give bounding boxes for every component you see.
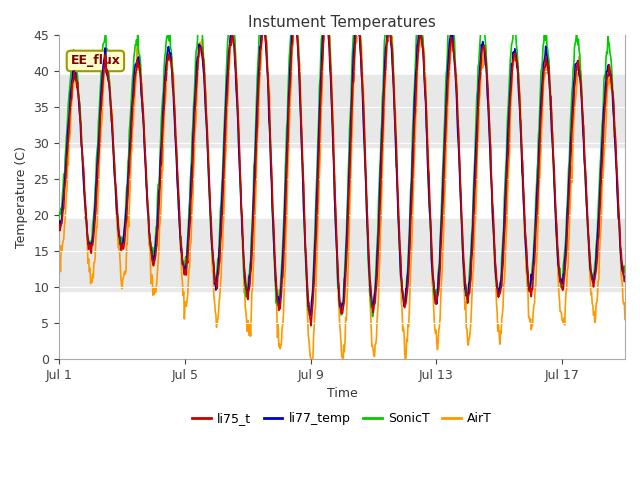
Line: AirT: AirT xyxy=(59,0,625,368)
li75_t xyxy=(307,323,315,329)
li77_temp xyxy=(188,160,196,166)
AirT xyxy=(323,0,330,1)
SonicT xyxy=(188,131,196,137)
li75_t xyxy=(261,34,269,39)
AirT xyxy=(377,217,385,223)
Y-axis label: Temperature (C): Temperature (C) xyxy=(15,146,28,248)
Text: EE_flux: EE_flux xyxy=(70,54,120,68)
li77_temp xyxy=(76,110,83,116)
AirT xyxy=(308,365,316,371)
li77_temp xyxy=(261,28,269,34)
SonicT xyxy=(621,269,629,275)
li75_t xyxy=(76,100,83,106)
SonicT xyxy=(76,98,83,104)
SonicT xyxy=(55,217,63,223)
SonicT xyxy=(261,21,269,26)
AirT xyxy=(188,202,196,208)
li77_temp xyxy=(377,150,385,156)
li75_t xyxy=(323,13,330,19)
AirT xyxy=(514,60,522,66)
AirT xyxy=(55,260,63,266)
li75_t xyxy=(377,171,385,177)
li77_temp xyxy=(55,222,63,228)
AirT xyxy=(76,108,83,113)
li75_t xyxy=(55,222,63,228)
li75_t xyxy=(621,277,629,283)
X-axis label: Time: Time xyxy=(326,387,358,400)
Legend: li75_t, li77_temp, SonicT, AirT: li75_t, li77_temp, SonicT, AirT xyxy=(187,407,497,430)
AirT xyxy=(621,316,629,322)
SonicT xyxy=(369,313,376,319)
AirT xyxy=(291,9,299,14)
li75_t xyxy=(291,14,299,20)
li75_t xyxy=(188,175,196,180)
Line: SonicT: SonicT xyxy=(59,0,625,316)
li77_temp xyxy=(291,13,299,19)
AirT xyxy=(261,21,269,27)
li75_t xyxy=(514,66,522,72)
SonicT xyxy=(292,0,300,6)
li77_temp xyxy=(621,276,629,281)
Line: li77_temp: li77_temp xyxy=(59,15,625,315)
li77_temp xyxy=(321,12,328,18)
Bar xyxy=(59,219,625,290)
SonicT xyxy=(377,130,385,135)
li77_temp xyxy=(307,312,314,318)
li77_temp xyxy=(514,63,522,69)
Title: Instument Temperatures: Instument Temperatures xyxy=(248,15,436,30)
Bar xyxy=(59,75,625,147)
SonicT xyxy=(514,54,522,60)
Line: li75_t: li75_t xyxy=(59,16,625,326)
